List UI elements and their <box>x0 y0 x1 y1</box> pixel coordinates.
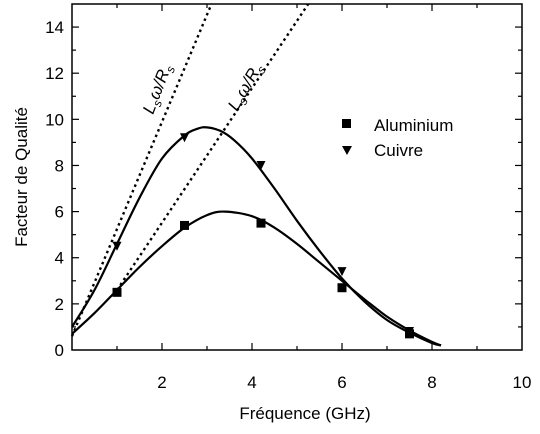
annotation-right: Lsω/Rs <box>224 60 269 116</box>
x-tick-label: 6 <box>337 373 346 392</box>
reference-line <box>116 3 310 291</box>
legend: Aluminium Cuivre <box>342 116 453 160</box>
marker-cuivre <box>112 241 122 251</box>
marker-aluminium <box>256 218 266 228</box>
fit-curve-cuivre <box>71 126 442 347</box>
axis-ticks <box>72 4 522 350</box>
y-axis-title: Facteur de Qualité <box>12 107 31 247</box>
y-tick-labels: 0 2 4 6 8 10 12 14 <box>45 18 64 360</box>
marker-cuivre <box>337 267 347 277</box>
marker-aluminium <box>180 220 189 230</box>
x-tick-label: 2 <box>157 373 166 392</box>
reference-line <box>70 3 213 337</box>
legend-marker-aluminium <box>342 119 351 128</box>
y-tick-label: 14 <box>45 18 64 37</box>
marker-cuivre <box>180 133 189 143</box>
fit-curve-aluminium <box>71 210 442 347</box>
data-markers <box>112 133 414 339</box>
x-tick-label: 4 <box>247 373 256 392</box>
marker-cuivre <box>405 327 414 337</box>
y-tick-label: 4 <box>55 249 64 268</box>
x-tick-label: 8 <box>427 373 436 392</box>
legend-label-cuivre: Cuivre <box>374 141 423 160</box>
legend-marker-cuivre <box>342 146 352 155</box>
y-tick-label: 6 <box>55 203 64 222</box>
y-tick-label: 12 <box>45 64 64 83</box>
reference-lines <box>70 3 310 337</box>
y-tick-label: 0 <box>55 341 64 360</box>
marker-aluminium <box>337 283 347 293</box>
plot-frame <box>71 3 523 351</box>
x-axis-title: Fréquence (GHz) <box>239 404 370 423</box>
x-tick-label: 10 <box>513 373 532 392</box>
x-tick-labels: 2 4 6 8 10 <box>157 373 531 392</box>
y-tick-label: 2 <box>55 295 64 314</box>
y-tick-label: 10 <box>45 110 64 129</box>
y-tick-label: 8 <box>55 156 64 175</box>
marker-cuivre <box>256 160 266 170</box>
legend-label-aluminium: Aluminium <box>374 116 453 135</box>
annotation-left: Lsω/Rs <box>139 61 178 117</box>
marker-aluminium <box>112 287 122 297</box>
